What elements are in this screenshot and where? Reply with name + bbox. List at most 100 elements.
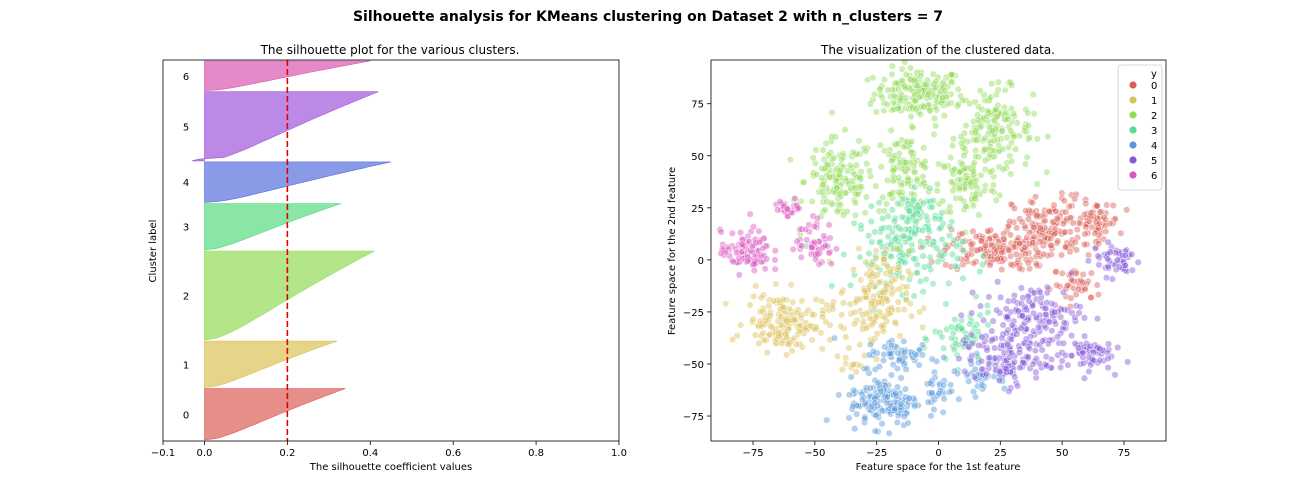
scatter-point-1 [867,299,875,307]
silhouette-cluster-3 [203,203,342,251]
scatter-point-0 [1063,215,1071,223]
scatter-point-3 [923,197,932,205]
scatter-point-2 [988,167,996,175]
scatter-point-3 [898,213,906,221]
scatter-point-1 [789,298,797,306]
scatter-point-5 [983,346,991,354]
scatter-point-3 [876,237,884,246]
scatter-point-1 [756,307,765,315]
scatter-point-2 [949,142,957,150]
scatter-point-6 [827,260,836,268]
scatter-point-6 [744,257,752,265]
scatter-point-2 [949,187,957,195]
scatter-point-3 [916,277,925,285]
scatter-point-6 [724,243,732,251]
scatter-point-2 [910,76,918,84]
scatter-x-tick-label: 75 [1118,448,1131,459]
scatter-point-5 [1094,252,1102,260]
scatter-point-2 [947,153,955,162]
scatter-point-0 [1030,224,1038,232]
scatter-point-0 [1087,209,1095,217]
scatter-point-2 [941,94,949,102]
scatter-point-0 [1106,220,1114,228]
scatter-point-5 [1090,348,1098,357]
scatter-point-2 [971,192,979,200]
scatter-point-6 [808,243,816,251]
scatter-point-1 [755,339,763,348]
scatter-point-1 [764,316,772,324]
scatter-point-2 [887,126,895,134]
scatter-point-6 [755,227,763,235]
scatter-point-5 [979,316,988,324]
scatter-point-3 [840,250,848,259]
scatter-point-2 [880,207,888,215]
scatter-point-4 [900,412,908,421]
scatter-point-0 [1076,219,1084,227]
scatter-point-3 [857,225,865,233]
scatter-point-2 [888,70,896,78]
scatter-point-2 [907,148,915,156]
legend-marker-1 [1129,96,1137,104]
scatter-point-0 [1032,207,1040,215]
scatter-point-5 [1005,387,1013,395]
scatter-point-6 [735,254,743,262]
scatter-point-4 [835,391,843,399]
scatter-point-2 [848,152,856,160]
silhouette-plot: The silhouette plot for the various clus… [148,43,627,473]
scatter-point-0 [1024,215,1032,223]
scatter-point-4 [851,425,859,433]
scatter-point-0 [991,249,999,257]
scatter-point-3 [940,250,949,258]
scatter-point-5 [1060,319,1068,327]
scatter-point-2 [994,86,1002,94]
scatter-point-5 [1038,346,1046,354]
legend-marker-2 [1129,111,1137,119]
scatter-point-0 [1034,248,1042,256]
scatter-point-3 [894,238,902,246]
scatter-point-4 [971,365,979,373]
scatter-point-5 [1121,251,1129,259]
scatter-point-5 [1111,371,1119,379]
scatter-y-tick-label: 75 [691,100,704,111]
scatter-point-3 [938,209,946,217]
scatter-point-4 [877,388,885,396]
scatter-point-4 [924,398,932,406]
scatter-point-2 [885,151,893,159]
scatter-point-4 [904,419,912,427]
scatter-point-3 [948,334,956,342]
scatter-point-0 [1000,230,1008,238]
scatter-point-2 [957,175,965,183]
scatter-point-2 [914,87,922,95]
scatter-point-1 [908,312,916,320]
scatter-point-1 [891,275,899,283]
scatter-point-3 [894,224,902,232]
scatter-point-3 [950,346,958,354]
scatter-point-5 [978,333,986,341]
scatter-point-1 [877,322,885,330]
scatter-point-2 [862,193,870,201]
scatter-point-0 [1021,243,1029,251]
scatter-point-3 [847,281,855,289]
scatter-point-1 [875,298,883,306]
scatter-point-6 [717,228,725,236]
scatter-point-0 [1071,195,1079,203]
scatter-point-2 [947,90,955,98]
scatter-point-1 [746,301,754,309]
scatter-point-4 [947,381,955,389]
scatter-point-5 [968,339,976,348]
scatter-point-4 [858,395,866,404]
scatter-point-3 [919,288,927,296]
scatter-point-2 [848,177,856,185]
scatter-point-6 [749,223,758,231]
scatter-point-5 [1002,365,1010,373]
scatter-point-3 [974,327,982,336]
scatter-x-tick-label: −50 [804,448,825,459]
scatter-point-2 [897,94,905,102]
scatter-point-0 [1028,199,1037,207]
scatter-point-5 [955,355,963,363]
scatter-point-2 [797,197,805,205]
scatter-point-1 [772,280,780,288]
scatter-point-0 [1080,240,1089,249]
scatter-point-1 [880,255,888,263]
scatter-point-3 [913,269,921,277]
